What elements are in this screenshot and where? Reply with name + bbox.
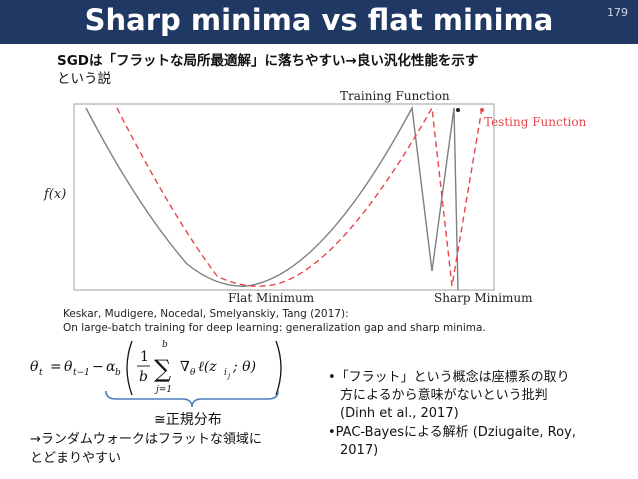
- eq-sum-bottom: j=1: [154, 385, 172, 395]
- eq-theta-prev: θ: [64, 359, 73, 375]
- underbrace: [105, 390, 279, 408]
- eq-sum-top: b: [162, 340, 168, 350]
- eq-j-sub: j: [226, 372, 231, 380]
- eq-tm1-sub: t−1: [73, 368, 90, 378]
- eq-i-sub: i: [224, 368, 227, 378]
- bullet-1-line-1: •「フラット」という概念は座標系の取り: [328, 370, 570, 385]
- bullet-list: •「フラット」という概念は座標系の取り 方によるから意味がないという批判 (Di…: [328, 369, 628, 461]
- training-function-label: Training Function: [340, 89, 450, 103]
- eq-loss: ℓ(z: [198, 359, 217, 375]
- eq-frac-den: b: [139, 369, 148, 385]
- eq-minus: −: [92, 359, 104, 375]
- reference-line-1: Keskar, Mudigere, Nocedal, Smelyanskiy, …: [63, 308, 349, 320]
- eq-left-paren: [126, 340, 133, 396]
- y-axis-label: f(x): [43, 187, 66, 202]
- normal-distribution-label: ≅正規分布: [154, 412, 222, 428]
- testing-end-dot: [480, 108, 484, 112]
- reference-line-2: On large-batch training for deep learnin…: [63, 322, 486, 334]
- title-bar: Sharp minima vs flat minima 179: [0, 0, 638, 44]
- bullet-item: •「フラット」という概念は座標系の取り 方によるから意味がないという批判 (Di…: [328, 369, 628, 423]
- eq-t-sub: t: [39, 368, 43, 378]
- eq-right-paren: [275, 340, 282, 396]
- bullet-1-line-3: (Dinh et al., 2017): [340, 406, 459, 421]
- minima-figure: f(x) Training Function Testing Function …: [43, 89, 587, 305]
- training-end-dot: [456, 108, 460, 112]
- eq-nabla: ∇: [180, 359, 190, 375]
- page-number: 179: [607, 6, 628, 19]
- plot-background: [73, 103, 495, 291]
- eq-semicolon-theta: ; θ): [232, 359, 256, 375]
- random-walk-note: →ランダムウォークはフラットな領域に とどまりやすい: [30, 430, 330, 468]
- eq-frac-num: 1: [140, 349, 149, 365]
- training-curve: [85, 105, 459, 291]
- eq-equals: =: [50, 359, 62, 375]
- random-walk-line-2: とどまりやすい: [30, 451, 122, 466]
- eq-sum-sign: ∑: [154, 355, 171, 383]
- flat-minimum-label: Flat Minimum: [228, 291, 315, 305]
- random-walk-line-1: →ランダムウォークはフラットな領域に: [30, 432, 262, 447]
- sharp-minimum-label: Sharp Minimum: [434, 291, 533, 305]
- eq-nabla-sub: θ: [190, 368, 196, 378]
- testing-curve: [116, 105, 483, 287]
- bullet-item: •PAC-Bayesによる解析 (Dziugaite, Roy, 2017): [328, 424, 628, 460]
- sgd-update-equation: θ t = θ t−1 − α b 1 b b ∑ j=1 ∇ θ ℓ(z i …: [30, 340, 282, 396]
- eq-alpha: α: [106, 359, 116, 375]
- bullet-2-line-1: •PAC-Bayesによる解析 (Dziugaite, Roy,: [328, 425, 576, 440]
- intro-line-2: という説: [57, 71, 111, 87]
- eq-theta-lhs: θ: [30, 359, 39, 375]
- reference-text: Keskar, Mudigere, Nocedal, Smelyanskiy, …: [63, 307, 486, 335]
- bullet-1-line-2: 方によるから意味がないという批判: [340, 388, 548, 403]
- testing-function-label: Testing Function: [484, 115, 587, 129]
- intro-text: SGDは「フラットな局所最適解」に落ちやすい→良い汎化性能を示す という説: [57, 52, 478, 88]
- slide-title: Sharp minima vs flat minima: [84, 3, 554, 37]
- intro-line-1: SGDは「フラットな局所最適解」に落ちやすい→良い汎化性能を示す: [57, 53, 479, 69]
- bullet-2-line-2: 2017): [340, 443, 379, 458]
- eq-b-sub: b: [115, 368, 121, 378]
